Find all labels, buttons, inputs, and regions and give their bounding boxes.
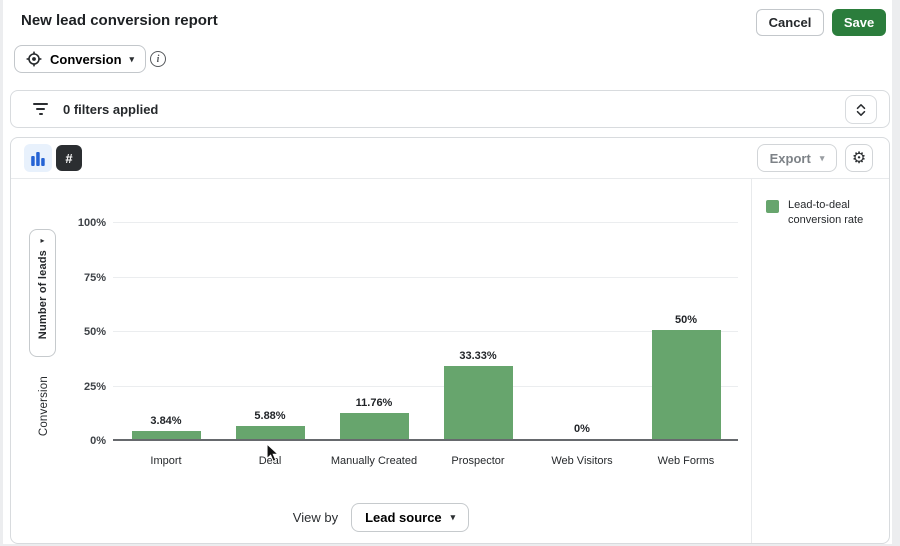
info-icon[interactable]: i xyxy=(150,51,166,67)
y-axis-tick-label: 25% xyxy=(83,380,106,393)
y-axis-tick-label: 75% xyxy=(83,271,106,284)
filter-summary: 0 filters applied xyxy=(63,101,159,117)
bar-web-forms[interactable] xyxy=(651,330,721,439)
chart-card: # Export ▾ ⚙ Lead-to-deal conversion rat… xyxy=(10,137,890,544)
report-type-dropdown[interactable]: Conversion ▾ xyxy=(14,45,147,73)
view-by-selected: Lead source xyxy=(365,510,442,525)
bar-chart-icon xyxy=(31,150,45,166)
caret-down-icon: ▾ xyxy=(450,512,456,522)
x-category-label: Prospector xyxy=(451,455,505,467)
bar-value-label: 3.84% xyxy=(150,414,182,427)
cancel-button[interactable]: Cancel xyxy=(756,9,824,36)
x-category-label: Web Visitors xyxy=(551,455,613,467)
x-axis-line xyxy=(113,439,738,441)
bar-value-label: 33.33% xyxy=(459,350,497,363)
bar-value-label: 5.88% xyxy=(254,410,286,423)
expand-axis-arrow-icon: ▸ xyxy=(40,236,45,245)
y-axis-tick-label: 100% xyxy=(77,217,106,229)
export-button[interactable]: Export ▾ xyxy=(757,144,837,172)
legend-item[interactable]: Lead-to-deal conversion rate xyxy=(766,198,889,228)
bar-value-label: 50% xyxy=(674,314,698,326)
filter-bar[interactable]: 0 filters applied xyxy=(10,90,890,128)
caret-down-icon: ▾ xyxy=(129,53,135,64)
bar-value-label: 11.76% xyxy=(355,397,393,410)
bar-value-label: 0% xyxy=(574,423,590,435)
report-type-label: Conversion xyxy=(50,51,122,67)
chart-region: 0% 25% 50% 75% 100% 3.84% 5.88% 11.76% 33.33% 0% 5… xyxy=(11,179,751,543)
goal-target-icon xyxy=(26,51,42,67)
settings-button[interactable]: ⚙ xyxy=(845,144,873,172)
report-panel: New lead conversion report Cancel Save C… xyxy=(3,0,892,544)
hash-icon: # xyxy=(65,150,73,166)
chart-toolbar: # Export ▾ ⚙ xyxy=(11,138,889,179)
expand-filters-button[interactable] xyxy=(845,95,877,124)
view-by-dropdown[interactable]: Lead source ▾ xyxy=(351,503,470,532)
y-axis-title: Conversion xyxy=(38,375,50,437)
legend-panel: Lead-to-deal conversion rate xyxy=(751,179,889,543)
x-category-label: Deal xyxy=(258,455,282,467)
save-button[interactable]: Save xyxy=(832,9,886,36)
unfold-icon xyxy=(855,103,867,117)
view-by-label: View by xyxy=(292,510,339,525)
bar-deal[interactable] xyxy=(235,426,305,439)
bar-import[interactable] xyxy=(131,430,201,439)
gridline xyxy=(113,385,738,387)
chart-view-toggle[interactable] xyxy=(24,144,52,172)
axis-toggle-number-of-leads[interactable]: ▸ Number of leads xyxy=(29,229,56,357)
page-title: New lead conversion report xyxy=(21,12,218,29)
bar-prospector[interactable] xyxy=(443,366,513,439)
y-axis-title-wrap: Conversion xyxy=(33,365,55,447)
x-category-label: Web Forms xyxy=(657,455,715,467)
export-label: Export xyxy=(769,150,811,166)
filter-icon xyxy=(33,103,48,115)
x-category-label: Import xyxy=(150,455,182,467)
y-axis-tick-label: 50% xyxy=(83,326,106,338)
gridline xyxy=(113,331,738,332)
plot-area: 0% 25% 50% 75% 100% 3.84% 5.88% 11.76% 33.33% 0% 5… xyxy=(11,179,751,447)
axis-toggle-label: Number of leads xyxy=(36,250,49,340)
legend-label: Lead-to-deal conversion rate xyxy=(788,199,864,226)
view-by-row: View by Lead source ▾ xyxy=(11,503,751,532)
gridline xyxy=(113,222,738,223)
caret-down-icon: ▾ xyxy=(819,152,825,163)
y-axis-tick-label: 0% xyxy=(90,435,106,447)
gear-icon: ⚙ xyxy=(851,150,867,167)
gridline xyxy=(113,276,738,278)
x-category-label: Manually Created xyxy=(330,455,418,467)
x-axis-labels: Import Deal Manually Created Prospector Web … xyxy=(11,455,751,471)
legend-swatch xyxy=(766,200,779,213)
numeric-view-toggle[interactable]: # xyxy=(56,145,82,171)
bar-manually-created[interactable] xyxy=(339,413,409,439)
